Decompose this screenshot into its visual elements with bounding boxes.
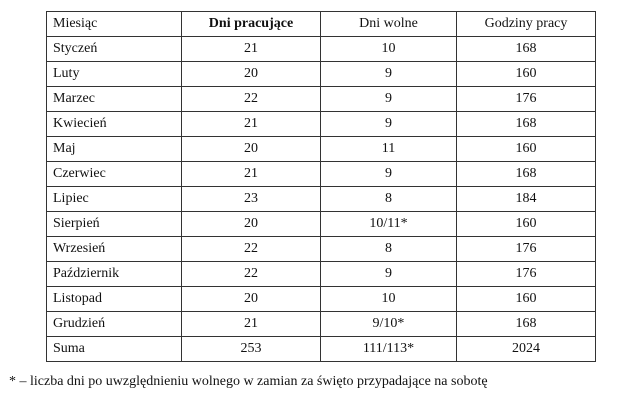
table-cell: Kwiecień	[46, 111, 182, 137]
header-cell: Miesiąc	[46, 11, 182, 37]
table-row: Maj 20 11 160	[46, 136, 596, 162]
table-cell: 9/10*	[320, 311, 457, 337]
table-body: Styczeń 21 10 168 Luty 20 9 160 Marzec 22 9 176 Kwie…	[46, 36, 596, 362]
table-row: Grudzień 21 9/10* 168	[46, 311, 596, 337]
table-cell: Grudzień	[46, 311, 182, 337]
table-cell: 20	[181, 211, 321, 237]
table-cell: Maj	[46, 136, 182, 162]
table-cell: 160	[456, 211, 596, 237]
table-cell: Listopad	[46, 286, 182, 312]
table-cell: 10/11*	[320, 211, 457, 237]
table-cell: 168	[456, 111, 596, 137]
table-cell: 23	[181, 186, 321, 212]
table-cell: 2024	[456, 336, 596, 362]
table-cell: 22	[181, 236, 321, 262]
work-days-table: Miesiąc Dni pracujące Dni wolne Godziny pra…	[46, 11, 596, 362]
footnote: * – liczba dni po uwzględnieniu wolnego …	[9, 374, 488, 389]
table-cell: 21	[181, 111, 321, 137]
table-cell: 21	[181, 311, 321, 337]
table-row: Czerwiec 21 9 168	[46, 161, 596, 187]
table-cell: Lipiec	[46, 186, 182, 212]
table-cell: 160	[456, 286, 596, 312]
header-cell: Dni wolne	[320, 11, 457, 37]
table-cell: 160	[456, 61, 596, 87]
table-cell: Czerwiec	[46, 161, 182, 187]
table-cell: Wrzesień	[46, 236, 182, 262]
table-cell: 9	[320, 61, 457, 87]
table-cell: 160	[456, 136, 596, 162]
table-cell: 176	[456, 86, 596, 112]
table-cell: 168	[456, 311, 596, 337]
table-cell: Październik	[46, 261, 182, 287]
table-cell: 253	[181, 336, 321, 362]
table-cell: 8	[320, 236, 457, 262]
table-cell: 8	[320, 186, 457, 212]
table-cell: 9	[320, 111, 457, 137]
table-cell: 168	[456, 161, 596, 187]
table-cell: 22	[181, 86, 321, 112]
table-cell: 9	[320, 86, 457, 112]
header-cell: Godziny pracy	[456, 11, 596, 37]
table-cell: 168	[456, 36, 596, 62]
table-cell: 21	[181, 161, 321, 187]
table-row: Marzec 22 9 176	[46, 86, 596, 112]
table-cell: 9	[320, 161, 457, 187]
table-cell: Sierpień	[46, 211, 182, 237]
table-row: Luty 20 9 160	[46, 61, 596, 87]
table-cell: 21	[181, 36, 321, 62]
table-cell: 20	[181, 286, 321, 312]
table-cell: 11	[320, 136, 457, 162]
table-cell: 22	[181, 261, 321, 287]
table-cell: Marzec	[46, 86, 182, 112]
table-cell: 20	[181, 136, 321, 162]
header-row: Miesiąc Dni pracujące Dni wolne Godziny pra…	[46, 11, 596, 37]
table-cell: 20	[181, 61, 321, 87]
header-cell: Dni pracujące	[181, 11, 321, 37]
table-row: Wrzesień 22 8 176	[46, 236, 596, 262]
table-row: Suma 253 111/113* 2024	[46, 336, 596, 362]
table-cell: 10	[320, 286, 457, 312]
table-cell: 9	[320, 261, 457, 287]
table-cell: 10	[320, 36, 457, 62]
table-cell: 176	[456, 261, 596, 287]
table-cell: Styczeń	[46, 36, 182, 62]
table-row: Styczeń 21 10 168	[46, 36, 596, 62]
table-row: Lipiec 23 8 184	[46, 186, 596, 212]
table-cell: 111/113*	[320, 336, 457, 362]
table-cell: Luty	[46, 61, 182, 87]
table-cell: 176	[456, 236, 596, 262]
table-row: Kwiecień 21 9 168	[46, 111, 596, 137]
table-row: Październik 22 9 176	[46, 261, 596, 287]
table-row: Listopad 20 10 160	[46, 286, 596, 312]
table-cell: Suma	[46, 336, 182, 362]
table-row: Sierpień 20 10/11* 160	[46, 211, 596, 237]
table-cell: 184	[456, 186, 596, 212]
